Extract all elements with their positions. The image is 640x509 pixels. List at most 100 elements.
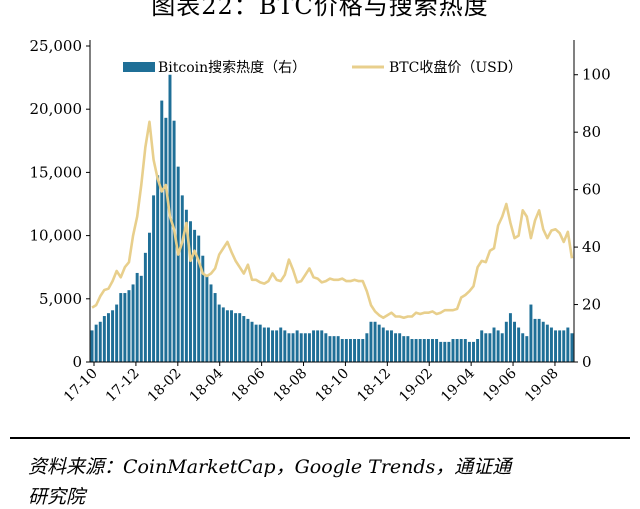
search-heat-bar [422, 339, 426, 362]
x-tick-label: 17-12 [103, 366, 143, 406]
footer-rule [10, 437, 630, 439]
search-heat-bar [164, 117, 168, 362]
search-heat-bar [348, 339, 352, 362]
search-heat-bar [119, 293, 123, 362]
search-heat-bars [90, 74, 574, 362]
left-tick-label: 20,000 [30, 100, 83, 118]
search-heat-bar [398, 333, 402, 362]
search-heat-bar [254, 324, 258, 362]
search-heat-bar [221, 307, 225, 362]
source-note: 资料来源：CoinMarketCap，Google Trends，通证通 [28, 456, 512, 478]
search-heat-bar [394, 333, 398, 362]
figure-title: 图表22：BTC价格与搜索热度 [151, 0, 489, 20]
search-heat-bar [381, 327, 385, 362]
search-heat-bar [451, 339, 455, 362]
search-heat-bar [307, 333, 311, 362]
search-heat-bar [197, 235, 201, 362]
search-heat-bar [447, 341, 451, 362]
search-heat-bar [455, 339, 459, 362]
search-heat-bar [258, 324, 262, 362]
search-heat-bar [320, 330, 324, 362]
left-tick-label: 5,000 [39, 290, 82, 308]
right-tick-label: 20 [582, 296, 601, 314]
search-heat-bar [139, 275, 143, 362]
x-tick-label: 18-02 [145, 366, 185, 406]
x-tick-label: 18-12 [354, 366, 394, 406]
search-heat-bar [521, 333, 525, 362]
x-tick-label: 19-04 [438, 365, 478, 405]
search-heat-bar [213, 293, 217, 362]
search-heat-bar [402, 336, 406, 362]
search-heat-bar [570, 333, 574, 362]
search-heat-bar [246, 318, 250, 362]
search-heat-bar [500, 333, 504, 362]
price-line-group [91, 120, 574, 320]
search-heat-bar [541, 321, 545, 362]
x-tick-label: 18-10 [312, 366, 352, 406]
search-heat-bar [344, 339, 348, 362]
search-heat-bar [279, 327, 283, 362]
search-heat-bar [377, 324, 381, 362]
right-tick-label: 80 [582, 123, 601, 141]
search-heat-bar [340, 339, 344, 362]
search-heat-bar [332, 336, 336, 362]
search-heat-bar [115, 304, 119, 362]
x-tick-label: 18-06 [229, 365, 269, 405]
search-heat-bar [385, 330, 389, 362]
search-heat-bar [193, 229, 197, 362]
search-heat-bar [414, 339, 418, 362]
search-heat-bar [357, 339, 361, 362]
search-heat-bar [217, 304, 221, 362]
search-heat-bar [234, 313, 238, 362]
x-tick-label: 18-04 [187, 365, 227, 405]
search-heat-bar [492, 327, 496, 362]
search-heat-bar [172, 120, 176, 362]
left-tick-label: 15,000 [30, 163, 83, 181]
search-heat-bar [201, 255, 205, 362]
search-heat-bar [439, 341, 443, 362]
search-heat-bar [484, 333, 488, 362]
search-heat-bar [135, 272, 139, 362]
price-line [91, 120, 574, 320]
search-heat-bar [225, 310, 229, 362]
search-heat-bar [160, 100, 164, 362]
search-heat-bar [472, 341, 475, 362]
search-heat-bar [312, 330, 316, 362]
legend-swatch-bar [123, 62, 155, 72]
search-heat-bar [517, 327, 521, 362]
search-heat-bar [176, 166, 180, 362]
search-heat-bar [426, 339, 430, 362]
search-heat-bar [435, 339, 439, 362]
search-heat-bar [271, 330, 274, 362]
search-heat-bar [480, 330, 484, 362]
search-heat-bar [266, 327, 270, 362]
search-heat-bar [406, 336, 410, 362]
search-heat-bar [250, 321, 254, 362]
search-heat-bar [513, 321, 516, 362]
left-tick-label: 10,000 [30, 227, 83, 245]
search-heat-bar [533, 318, 537, 362]
search-heat-bar [189, 221, 192, 362]
legend-label-price: BTC收盘价（USD） [389, 59, 522, 76]
search-heat-bar [410, 339, 414, 362]
search-heat-bar [476, 339, 480, 362]
legend: Bitcoin搜索热度（右） BTC收盘价（USD） [123, 59, 522, 76]
search-heat-bar [496, 330, 500, 362]
search-heat-bar [336, 336, 340, 362]
search-heat-bar [558, 330, 562, 362]
search-heat-bar [238, 313, 242, 362]
x-tick-label: 19-08 [522, 366, 562, 406]
search-heat-bar [365, 333, 369, 362]
search-heat-bar [295, 330, 299, 362]
x-tick-label: 18-08 [271, 366, 311, 406]
right-tick-label: 100 [582, 66, 611, 84]
x-tick-label: 17-10 [61, 366, 101, 406]
search-heat-bar [262, 327, 266, 362]
search-heat-bar [303, 333, 307, 362]
search-heat-bar [316, 330, 320, 362]
search-heat-bar [549, 327, 553, 362]
x-tick-label: 19-02 [396, 366, 436, 406]
search-heat-bar [418, 339, 422, 362]
search-heat-bar [369, 321, 373, 362]
search-heat-bar [184, 209, 188, 362]
